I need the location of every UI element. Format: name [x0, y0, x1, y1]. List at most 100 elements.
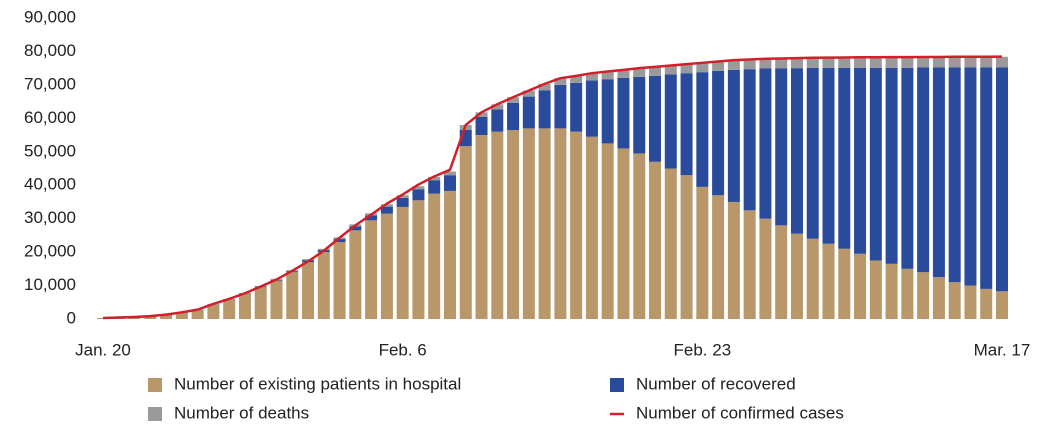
bar-segment [191, 310, 204, 319]
bar-segment [223, 299, 236, 319]
bar-segment [743, 59, 756, 70]
bar-segment [680, 64, 693, 74]
bar-segment [822, 57, 835, 68]
bar-segment [507, 130, 520, 319]
bar-segment [554, 84, 567, 129]
bar-segment [680, 175, 693, 319]
bar-segment [790, 233, 803, 319]
bar-segment [459, 146, 472, 319]
bar-segment [649, 66, 662, 76]
bar-segment [302, 262, 315, 319]
bar-segment [649, 75, 662, 162]
bar-segment [822, 67, 835, 244]
bar-segment [917, 56, 930, 68]
bar-segment [696, 62, 709, 73]
legend-swatch [148, 378, 162, 392]
bar-segment [885, 67, 898, 264]
y-tick-label: 10,000 [24, 275, 76, 294]
bar-segment [554, 78, 567, 85]
bar-segment [696, 72, 709, 187]
bar-segment [838, 57, 851, 68]
bar-segment [507, 97, 520, 103]
bar-segment [727, 60, 740, 70]
bar-segment [743, 210, 756, 319]
bar-segment [948, 282, 961, 319]
bar-segment [97, 317, 109, 319]
bar-segment [144, 316, 157, 319]
bar-segment [491, 104, 504, 110]
bar-segment [254, 287, 267, 319]
bar-segment [727, 201, 740, 319]
bar-segment [349, 230, 362, 319]
bar-segment [759, 58, 772, 69]
x-tick-label: Feb. 23 [674, 340, 732, 359]
bar-segment [538, 128, 551, 319]
bar-segment [238, 293, 251, 319]
bar-segment [412, 189, 425, 201]
bar-segment [302, 259, 315, 261]
bar-segment [869, 260, 882, 319]
y-tick-label: 0 [67, 308, 76, 327]
line [102, 55, 1003, 320]
bar-segment [601, 79, 614, 144]
bar-segment [522, 128, 535, 319]
legend-label: Number of deaths [174, 403, 309, 422]
bar-segment [601, 71, 614, 80]
bar-segment [775, 58, 788, 69]
bar-segment [428, 193, 441, 319]
bar-segment [869, 57, 882, 68]
bar-segment [901, 268, 914, 319]
legend-swatch [148, 407, 162, 421]
bar-segment [885, 263, 898, 319]
bar-segment [696, 186, 709, 319]
bar-segment [475, 116, 488, 136]
bar-segment [380, 204, 393, 207]
bar-segment [917, 272, 930, 319]
bar-segment [570, 75, 583, 83]
bar-segment [617, 148, 630, 319]
bar-segment [491, 131, 504, 319]
bar-segment [932, 56, 945, 68]
bar-segment [838, 67, 851, 249]
legend-swatch [610, 378, 624, 392]
y-tick-label: 60,000 [24, 108, 76, 127]
bar-segment [775, 68, 788, 226]
y-tick-label: 40,000 [24, 175, 76, 194]
legend-label: Number of confirmed cases [636, 403, 844, 422]
bar-segment [412, 200, 425, 319]
bar-segment [570, 131, 583, 319]
bar-segment [712, 70, 725, 196]
y-tick-label: 30,000 [24, 208, 76, 227]
bar-segment [664, 168, 677, 319]
bar-segment [680, 73, 693, 176]
bar-segment [160, 314, 173, 319]
bar-segment [838, 248, 851, 319]
x-tick-label: Mar. 17 [974, 340, 1031, 359]
bar-segment [917, 67, 930, 273]
bar-segment [885, 57, 898, 68]
bar-segment [633, 76, 646, 154]
bar-segment [617, 77, 630, 149]
bar-segment [633, 68, 646, 77]
x-tick-label: Feb. 6 [379, 340, 427, 359]
bar-segment [333, 242, 346, 319]
bar-segment [491, 109, 504, 132]
bar-segment [365, 215, 378, 221]
bar-segment [854, 57, 867, 68]
bar-segment [270, 280, 283, 319]
bar-segment [570, 82, 583, 132]
bar-segment [428, 180, 441, 194]
bar-segment [932, 67, 945, 278]
bar-segment [538, 90, 551, 129]
bar-segment [759, 218, 772, 319]
bar-segment [712, 195, 725, 319]
bar-segment [869, 67, 882, 261]
bar-segment [901, 57, 914, 68]
y-tick-label: 80,000 [24, 41, 76, 60]
bar-segment [585, 136, 598, 319]
bar-segment [396, 206, 409, 319]
bar-segment [649, 161, 662, 319]
bar-segment [380, 206, 393, 214]
bar-segment [175, 312, 188, 319]
